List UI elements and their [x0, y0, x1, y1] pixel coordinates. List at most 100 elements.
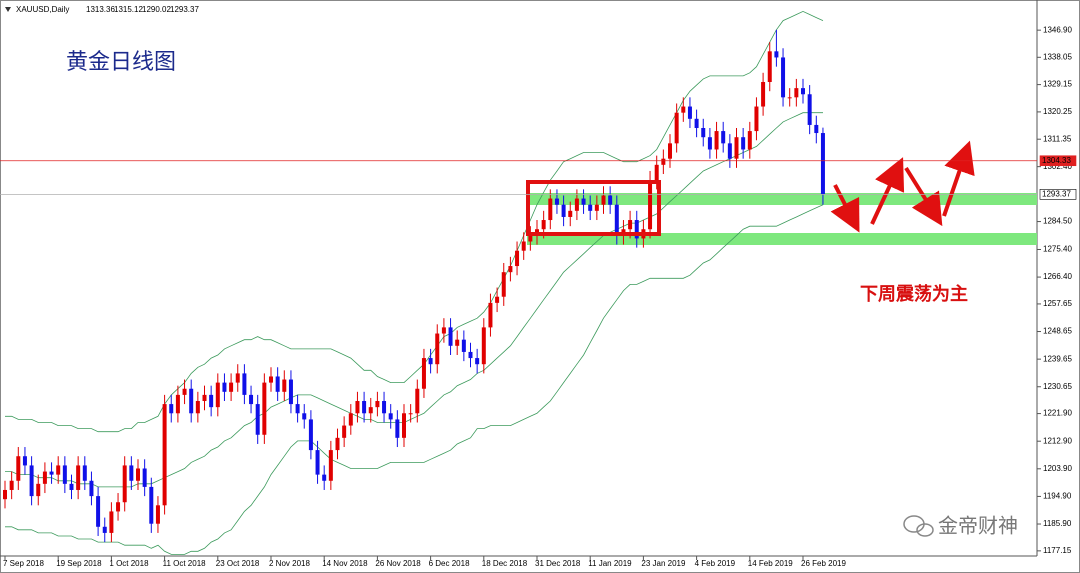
- candle-body: [767, 51, 772, 82]
- candle-body: [76, 465, 81, 490]
- candle-body: [116, 502, 121, 512]
- price-tag: [1039, 155, 1077, 167]
- candle-body: [235, 373, 240, 383]
- candle-body: [129, 465, 134, 481]
- price-tag: [1039, 189, 1077, 200]
- candle-body: [169, 404, 174, 414]
- watermark-icon: [903, 515, 934, 537]
- candle-body: [515, 250, 520, 267]
- candle-body: [734, 137, 739, 159]
- candle-body: [355, 401, 360, 414]
- candle-body: [395, 419, 400, 438]
- candle-body: [255, 404, 260, 435]
- candle-body: [375, 401, 380, 408]
- candle-body: [382, 401, 387, 414]
- candle-body: [302, 413, 307, 420]
- candle-body: [694, 118, 699, 129]
- y-tick-label: 1338.05: [1043, 52, 1072, 61]
- symbol: XAUUSD,Daily: [16, 5, 69, 14]
- high-value: 1315.12: [114, 5, 143, 14]
- candle-body: [714, 131, 719, 150]
- candle-body: [581, 198, 586, 205]
- candle-body: [475, 358, 480, 365]
- forecast-arrows: [830, 140, 975, 233]
- x-tick-label: 11 Oct 2018: [163, 559, 207, 568]
- candle-body: [328, 450, 333, 481]
- y-tick-label: 1230.65: [1043, 382, 1072, 391]
- y-tick-label: 1239.65: [1043, 354, 1072, 363]
- y-tick-label: 1194.90: [1043, 492, 1072, 501]
- candle-body: [814, 124, 819, 134]
- candle-body: [122, 465, 127, 503]
- candle-body: [262, 382, 267, 435]
- x-tick-label: 18 Dec 2018: [482, 559, 528, 568]
- y-tick-label: 1177.15: [1043, 546, 1072, 555]
- candle-body: [56, 465, 61, 475]
- candle-body: [701, 128, 706, 138]
- candle-body: [428, 358, 433, 365]
- candle-body: [149, 486, 154, 524]
- x-tick-label: 11 Jan 2019: [588, 559, 632, 568]
- candle-body: [368, 407, 373, 414]
- candle-body: [628, 220, 633, 230]
- candle-body: [541, 220, 546, 230]
- candle-body: [308, 419, 313, 451]
- x-tick-label: 1 Oct 2018: [109, 559, 149, 568]
- candle-body: [794, 88, 799, 98]
- candle-body: [222, 382, 227, 392]
- candle-body: [175, 394, 180, 414]
- candle-body: [774, 51, 779, 58]
- candle-body: [661, 158, 666, 165]
- candle-body: [568, 210, 573, 217]
- candle-body: [288, 379, 293, 405]
- candle-body: [614, 204, 619, 236]
- candle-body: [275, 376, 280, 392]
- candle-body: [601, 195, 606, 205]
- y-tick-label: 1320.25: [1043, 107, 1072, 116]
- candle-body: [269, 376, 273, 383]
- candle-body: [42, 471, 47, 484]
- candle-body: [754, 106, 759, 132]
- candle-body: [62, 465, 67, 484]
- y-tick-label: 1257.65: [1043, 299, 1072, 308]
- candle-body: [561, 204, 566, 217]
- candle-body: [22, 456, 27, 466]
- candle-body: [727, 143, 732, 159]
- low-value: 1290.02: [142, 5, 171, 14]
- candle-body: [528, 235, 533, 242]
- candle-body: [747, 131, 752, 150]
- y-tick-label: 1221.90: [1043, 409, 1072, 418]
- candle-body: [707, 137, 712, 150]
- x-tick-label: 26 Feb 2019: [801, 559, 846, 568]
- candle-body: [182, 388, 187, 395]
- menu-icon[interactable]: [5, 7, 11, 12]
- candle-body: [36, 483, 41, 497]
- candle-body: [322, 474, 327, 481]
- arrow: [870, 157, 905, 225]
- y-tick-label: 1212.90: [1043, 436, 1072, 445]
- candle-body: [155, 505, 160, 524]
- y-tick-label: 1346.90: [1043, 25, 1072, 34]
- x-tick-label: 23 Jan 2019: [641, 559, 686, 568]
- bollinger-upper: [5, 10, 824, 433]
- candle-body: [102, 526, 107, 533]
- x-tick-label: 23 Oct 2018: [216, 559, 260, 568]
- candle-body: [807, 94, 812, 125]
- y-tick-label: 1248.65: [1043, 327, 1072, 336]
- candle-body: [9, 480, 14, 490]
- x-tick-label: 4 Feb 2019: [695, 559, 736, 568]
- candle-body: [761, 81, 766, 107]
- watermark: 金帝财神: [938, 514, 1018, 538]
- x-tick-label: 14 Feb 2019: [748, 559, 793, 568]
- candle-body: [801, 88, 805, 95]
- candle-body: [49, 471, 54, 475]
- y-tick-label: 1203.90: [1043, 464, 1072, 473]
- candle-body: [721, 131, 726, 144]
- candle-body: [109, 511, 114, 533]
- candle-body: [741, 137, 746, 150]
- candle-body: [634, 220, 639, 239]
- candle-body: [142, 468, 147, 487]
- candle-body: [209, 394, 214, 408]
- x-tick-label: 26 Nov 2018: [375, 559, 421, 568]
